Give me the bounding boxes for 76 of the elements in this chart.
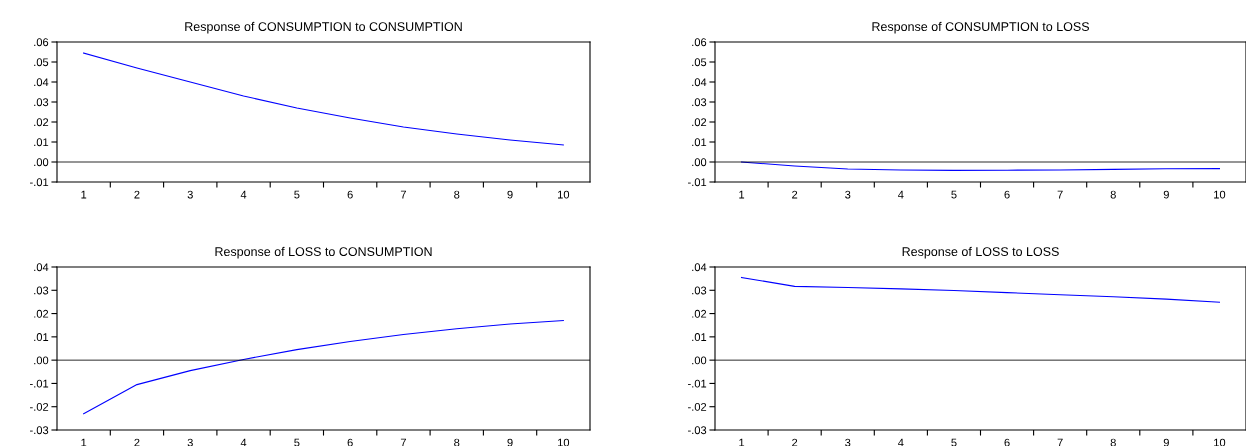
x-tick-label: 4 [240,438,247,446]
chart-title: Response of LOSS to LOSS [902,246,1059,259]
y-tick-label: -.01 [30,178,49,187]
y-tick-label: .04 [34,263,49,272]
x-tick-label: 10 [1214,438,1226,446]
y-tick-label: .00 [34,356,49,365]
y-tick-label: -.03 [30,426,49,435]
x-tick-label: 8 [1110,438,1116,446]
y-tick-label: .04 [692,263,707,272]
x-tick-label: 4 [898,190,904,199]
x-tick-label: 10 [1214,190,1226,199]
x-tick-label: 7 [1057,438,1063,446]
x-tick-label: 2 [792,190,798,199]
y-tick-label: .01 [34,333,49,341]
y-tick-label: .01 [34,138,49,147]
x-tick-label: 3 [187,438,193,446]
x-tick-label: 9 [507,438,513,446]
y-tick-label: .03 [34,286,49,295]
chart-title: Response of LOSS to CONSUMPTION [215,246,432,259]
chart-title: Response of CONSUMPTION to CONSUMPTION [185,21,462,34]
x-tick-label: 1 [81,438,87,446]
x-tick-label: 7 [400,438,406,446]
x-tick-label: 4 [240,190,247,199]
y-tick-label: .00 [692,158,707,167]
x-tick-label: 9 [1163,438,1169,446]
x-tick-label: 1 [739,438,745,446]
x-tick-label: 2 [134,190,140,199]
x-tick-label: 10 [558,190,570,199]
x-tick-label: 3 [845,190,851,199]
x-tick-label: 6 [347,190,353,199]
y-tick-label: -.01 [30,379,49,388]
x-tick-label: 1 [739,190,745,199]
y-tick-label: .04 [34,78,49,87]
x-tick-label: 7 [400,190,406,199]
x-tick-label: 5 [951,190,957,199]
x-tick-label: 5 [294,438,300,446]
x-tick-label: 7 [1057,190,1063,199]
x-tick-label: 10 [558,438,570,446]
y-tick-label: -.03 [688,426,707,435]
y-tick-label: .05 [34,58,49,67]
x-tick-label: 2 [792,438,798,446]
x-tick-label: 8 [1110,190,1116,199]
y-tick-label: -.01 [688,379,707,388]
x-tick-label: 3 [845,438,851,446]
y-tick-label: .02 [34,118,49,127]
x-tick-label: 1 [81,190,87,199]
x-tick-label: 9 [507,190,513,199]
x-tick-label: 8 [454,190,460,199]
y-tick-label: .03 [692,98,707,107]
x-tick-label: 6 [347,438,353,446]
x-tick-label: 9 [1163,190,1169,199]
x-tick-label: 5 [294,190,300,199]
y-tick-label: .03 [34,98,49,107]
y-tick-label: .02 [692,309,707,318]
y-tick-label: -.02 [30,402,49,411]
y-tick-label: .01 [692,138,707,147]
y-tick-label: .02 [692,118,707,127]
y-tick-label: .06 [34,38,49,47]
y-tick-label: .01 [692,333,707,341]
y-tick-label: .04 [692,78,707,87]
x-tick-label: 2 [134,438,140,446]
y-tick-label: -.01 [688,178,707,187]
y-tick-label: .02 [34,309,49,318]
x-tick-label: 6 [1004,190,1010,199]
x-tick-label: 4 [898,438,904,446]
x-tick-label: 8 [454,438,460,446]
y-tick-label: .06 [692,38,707,47]
y-tick-label: .00 [692,356,707,365]
chart-title: Response of CONSUMPTION to LOSS [872,21,1089,34]
y-tick-label: -.02 [688,402,707,411]
y-tick-label: .03 [692,286,707,295]
x-tick-label: 6 [1004,438,1010,446]
y-tick-label: .00 [34,158,49,167]
x-tick-label: 5 [951,438,957,446]
y-tick-label: .05 [692,58,707,67]
x-tick-label: 3 [187,190,193,199]
